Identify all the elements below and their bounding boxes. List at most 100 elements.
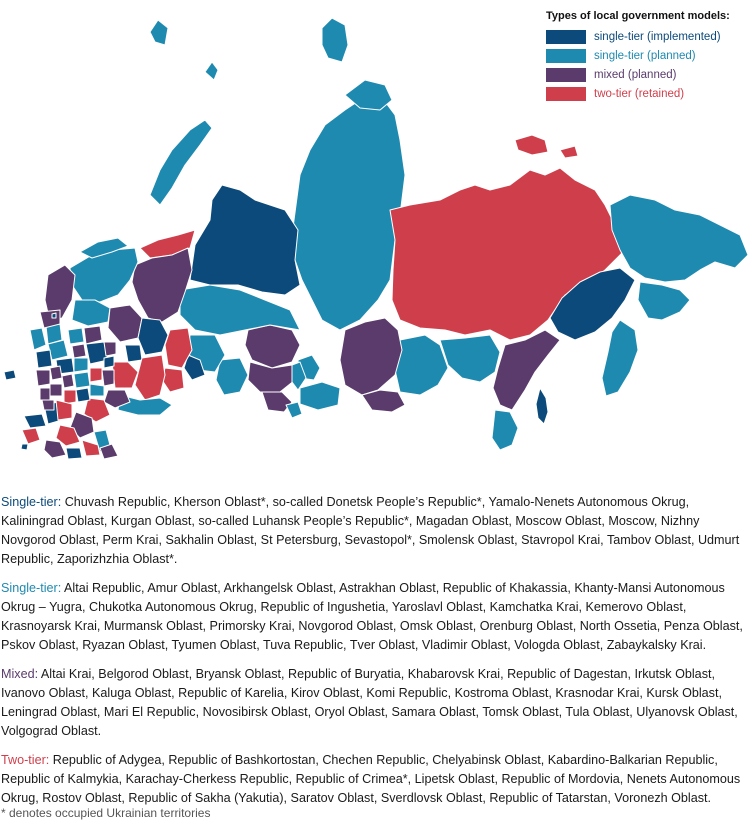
region-vologda <box>71 299 111 327</box>
list-heading: Mixed <box>1 667 35 681</box>
region-komi <box>131 247 193 323</box>
region-kostroma <box>83 325 103 345</box>
legend-label: single-tier (implemented) <box>594 30 721 43</box>
region-kemerovo <box>291 361 307 391</box>
region-irkutsk <box>339 317 403 396</box>
legend-item-single-tier-implemented: single-tier (implemented) <box>546 27 746 46</box>
region-tula <box>61 373 75 389</box>
list-regions: Altai Krai, Belgorod Oblast, Bryansk Obl… <box>1 667 738 738</box>
region-omsk <box>215 357 249 396</box>
region-ivanovo <box>71 343 87 359</box>
list-single-tier-implemented: Single-tier: Chuvash Republic, Kherson O… <box>1 495 740 566</box>
region-kursk <box>39 387 51 401</box>
region-kurgan <box>183 354 206 381</box>
region-kamchatka-peninsula <box>601 319 639 397</box>
region-buryatia <box>361 389 406 413</box>
region-yamalo-nenets <box>189 184 301 296</box>
region-bashkortostan <box>134 354 166 401</box>
list-heading: Two-tier <box>1 753 46 767</box>
legend-swatch <box>546 48 586 63</box>
region-taymyr-north <box>344 79 393 111</box>
region-novaya-zemlya <box>149 119 213 206</box>
legend-item-single-tier-planned: single-tier (planned) <box>546 46 746 65</box>
region-kaluga <box>49 365 63 381</box>
region-mari-el <box>103 341 117 357</box>
region-chukotka <box>609 194 749 283</box>
region-pskov <box>29 327 47 351</box>
legend-item-two-tier-retained: two-tier (retained) <box>546 84 746 103</box>
list-regions: Republic of Adygea, Republic of Bashkort… <box>1 753 741 805</box>
region-penza <box>89 383 105 397</box>
region-st-petersburg <box>51 312 57 319</box>
footnote: * denotes occupied Ukrainian territories <box>1 806 211 820</box>
list-regions: Altai Republic, Amur Oblast, Arkhangelsk… <box>1 581 743 652</box>
region-kalmykia <box>81 439 101 457</box>
region-saratov <box>83 397 111 423</box>
region-novosibirsk <box>247 361 296 393</box>
legend-label: single-tier (planned) <box>594 49 696 62</box>
map-legend: Types of local government models: single… <box>546 10 746 103</box>
region-samara <box>103 389 131 409</box>
region-lipetsk <box>63 389 77 405</box>
region-khabarovsk <box>492 329 561 411</box>
region-severnaya-zemlya <box>321 17 349 63</box>
region-sevastopol <box>20 443 29 451</box>
legend-swatch <box>546 29 586 44</box>
region-sakhalin <box>535 387 549 425</box>
legend-swatch <box>546 67 586 82</box>
region-amur <box>439 334 501 383</box>
region-ulyanovsk <box>101 369 115 387</box>
list-heading: Single-tier <box>1 581 58 595</box>
list-regions: Chuvash Republic, Kherson Oblast*, so-ca… <box>1 495 740 566</box>
legend-label: mixed (planned) <box>594 68 677 81</box>
legend-swatch <box>546 86 586 101</box>
list-two-tier: Two-tier: Republic of Adygea, Republic o… <box>1 753 741 805</box>
region-tomsk <box>244 324 301 369</box>
region-arkhangelsk <box>69 247 139 303</box>
region-tuva <box>299 381 341 411</box>
region-franz-josef-2 <box>204 61 219 81</box>
region-kherson-zaporizhzhia <box>23 413 47 429</box>
region-kamchatka <box>637 281 691 321</box>
region-tambov <box>75 387 91 403</box>
region-karelia <box>44 264 76 323</box>
region-belgorod <box>41 399 55 411</box>
region-magadan <box>549 267 636 341</box>
region-chelyabinsk <box>161 367 185 393</box>
region-murmansk <box>79 237 129 259</box>
legend-label: two-tier (retained) <box>594 87 685 100</box>
region-sakha <box>389 167 626 341</box>
region-kirov <box>107 304 143 343</box>
region-khanty-mansi <box>179 284 301 336</box>
region-oryol <box>49 383 63 397</box>
region-krasnodar <box>43 439 67 459</box>
region-yaroslavl <box>67 327 85 345</box>
region-orenburg <box>117 394 173 416</box>
region-chuvashia <box>103 355 115 369</box>
region-crimea <box>21 427 41 445</box>
legend-title: Types of local government models: <box>546 10 730 22</box>
region-mordovia <box>89 367 103 383</box>
region-rostov <box>55 424 81 447</box>
legend-item-mixed-planned: mixed (planned) <box>546 65 746 84</box>
region-smolensk <box>35 349 53 369</box>
region-primorsky <box>491 409 519 451</box>
region-krasnoyarsk <box>291 94 406 331</box>
region-new-siberian-islands <box>514 134 549 156</box>
region-kaliningrad <box>3 369 17 381</box>
region-ryazan <box>73 371 91 389</box>
region-perm <box>137 317 169 356</box>
list-mixed: Mixed: Altai Krai, Belgorod Oblast, Brya… <box>1 667 738 738</box>
list-heading: Single-tier <box>1 495 58 509</box>
russia-regions-map <box>3 17 749 460</box>
region-udmurtia <box>124 344 143 363</box>
region-zabaykalsky <box>394 334 449 396</box>
region-sakha-island-east <box>559 145 579 159</box>
region-voronezh <box>55 399 73 421</box>
region-franz-josef <box>149 19 169 46</box>
region-lists: Single-tier: Chuvash Republic, Kherson O… <box>1 493 749 818</box>
region-dagestan <box>99 443 119 460</box>
region-vladimir <box>73 357 89 373</box>
region-altai-republic <box>285 401 303 419</box>
region-stavropol <box>65 447 83 460</box>
